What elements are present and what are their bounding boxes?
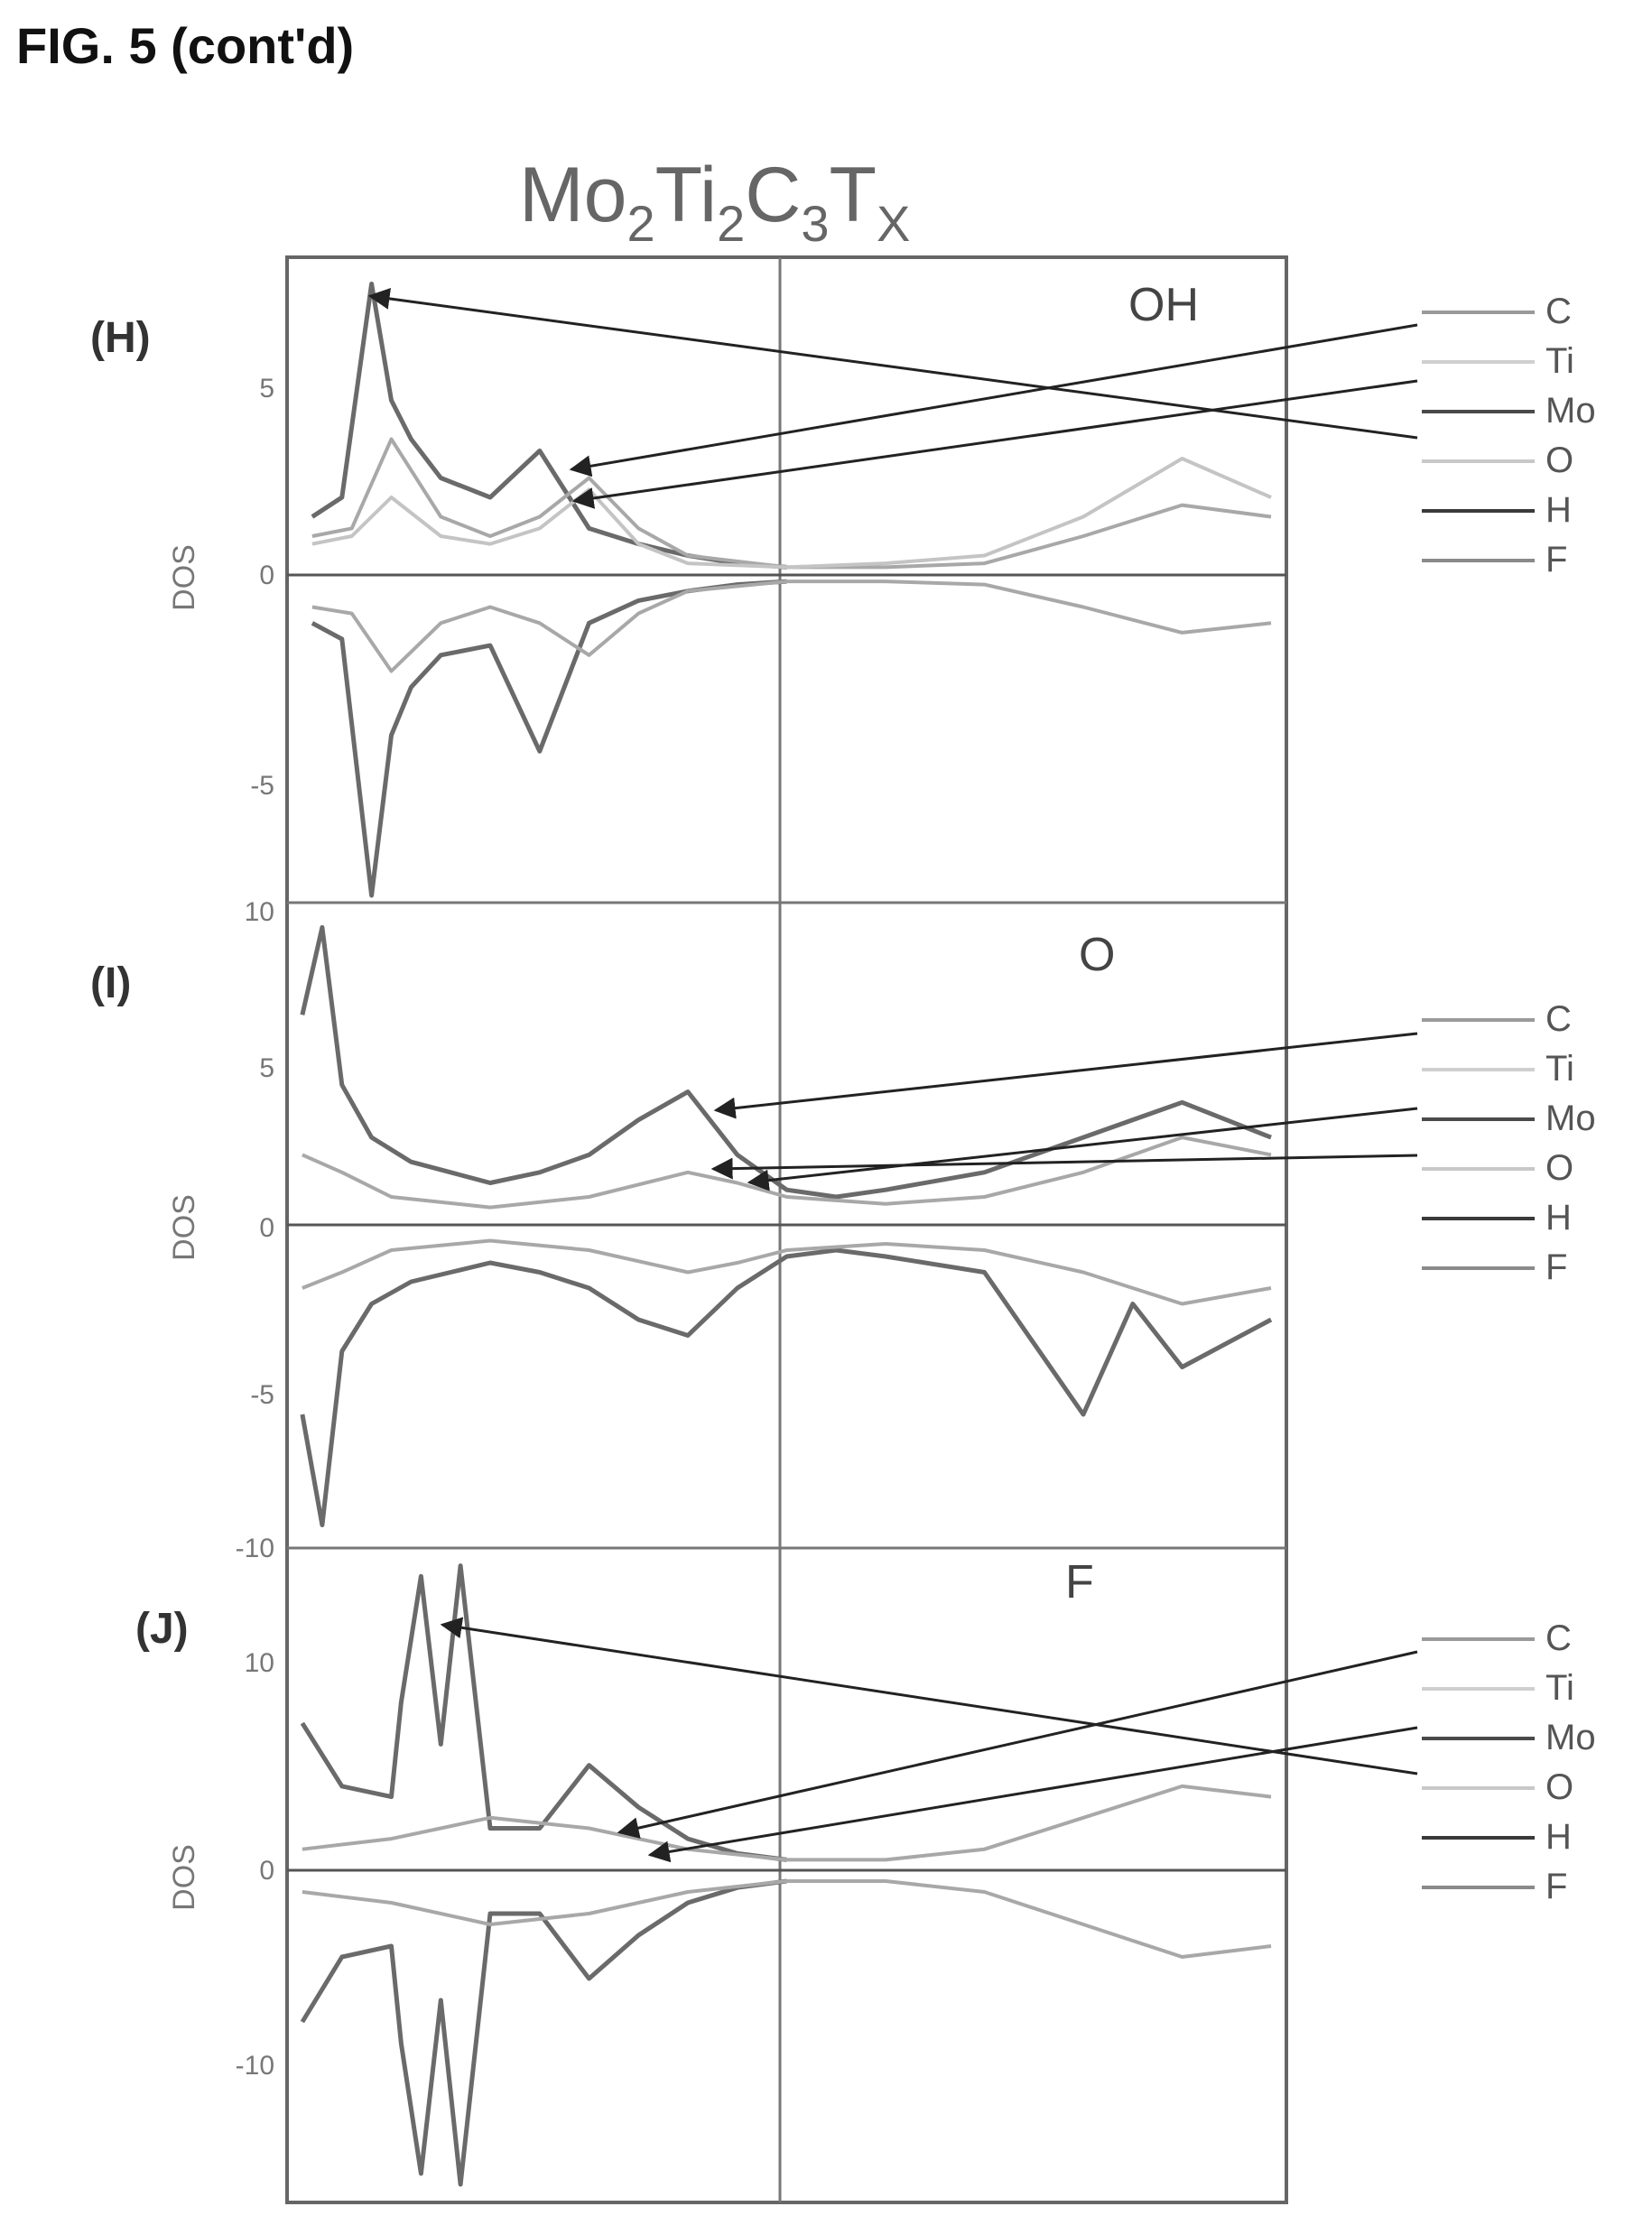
legend-label-f: F — [1545, 1247, 1567, 1287]
chart-title: Mo2Ti2C3TX — [519, 152, 910, 252]
legend-label-mo: Mo — [1545, 1099, 1596, 1138]
legend-label-mo: Mo — [1545, 1718, 1596, 1757]
legend-label-h: H — [1545, 490, 1572, 530]
dos-series-c-down — [302, 1879, 1272, 1959]
y-tick-label: 0 — [259, 1856, 274, 1886]
plot-frame — [285, 255, 1288, 2204]
legend-label-o: O — [1545, 440, 1573, 480]
dos-series-c-up — [311, 437, 1272, 570]
annotation-arrow — [710, 1154, 1418, 1180]
legend-label-c: C — [1545, 999, 1572, 1039]
dos-series-c-up — [302, 1136, 1272, 1210]
y-tick-label: -10 — [236, 2051, 274, 2081]
dos-series-c-down — [311, 579, 1272, 673]
termination-label-o: O — [1079, 929, 1115, 981]
dos-series-mo-down — [300, 1247, 1273, 1527]
y-tick-label: 5 — [259, 1053, 274, 1083]
annotation-arrow — [747, 1107, 1418, 1191]
y-tick-label: -5 — [250, 1380, 274, 1410]
dos-series-mo-up — [311, 282, 787, 570]
dos-series-ti-up — [311, 457, 1272, 570]
y-axis-label: DOS — [167, 544, 201, 611]
y-tick-label: 0 — [259, 1213, 274, 1243]
y-tick-label: -10 — [236, 1534, 274, 1563]
dos-series-mo-down — [300, 1878, 787, 2187]
annotation-arrow — [571, 379, 1418, 509]
panel-label-f: (J) — [135, 1605, 189, 1653]
figure-label: FIG. 5 (cont'd) — [16, 17, 355, 74]
annotation-arrow — [647, 1726, 1418, 1863]
y-tick-label: 10 — [245, 897, 274, 927]
annotation-arrow — [569, 323, 1418, 477]
termination-label-f: F — [1065, 1556, 1094, 1608]
legend-label-o: O — [1545, 1148, 1573, 1188]
panel-label-o: (I) — [90, 960, 131, 1007]
annotation-arrow — [713, 1032, 1418, 1119]
panel-label-oh: (H) — [90, 314, 151, 362]
dos-series-mo-up — [300, 924, 1272, 1200]
legend-label-ti: Ti — [1545, 1049, 1574, 1089]
termination-label-oh: OH — [1128, 279, 1199, 331]
legend-label-o: O — [1545, 1767, 1573, 1807]
y-axis-label: DOS — [167, 1194, 201, 1261]
legend-label-ti: Ti — [1545, 1668, 1574, 1708]
legend-label-c: C — [1545, 1618, 1572, 1658]
legend-label-h: H — [1545, 1198, 1572, 1238]
legend-label-ti: Ti — [1545, 341, 1574, 381]
dos-series-c-up — [302, 1784, 1272, 1862]
annotation-arrow — [367, 288, 1418, 440]
legend-label-f: F — [1545, 1867, 1567, 1906]
annotation-arrow — [617, 1650, 1418, 1839]
y-tick-label: 10 — [245, 1648, 274, 1678]
y-tick-label: 5 — [259, 374, 274, 403]
legend-label-h: H — [1545, 1817, 1572, 1857]
y-tick-label: -5 — [250, 771, 274, 801]
panels-group: (H)OH50-510DOSCTiMoOHF(I)O50-5-10DOSCTiM… — [90, 255, 1596, 2204]
y-axis-label: DOS — [167, 1844, 201, 1911]
legend-label-f: F — [1545, 540, 1567, 579]
legend-label-c: C — [1545, 292, 1572, 331]
annotation-arrow — [440, 1617, 1418, 1775]
dos-series-c-down — [302, 1238, 1272, 1306]
y-tick-label: 0 — [259, 561, 274, 590]
legend-label-mo: Mo — [1545, 391, 1596, 431]
dos-series-mo-up — [300, 1563, 787, 1862]
